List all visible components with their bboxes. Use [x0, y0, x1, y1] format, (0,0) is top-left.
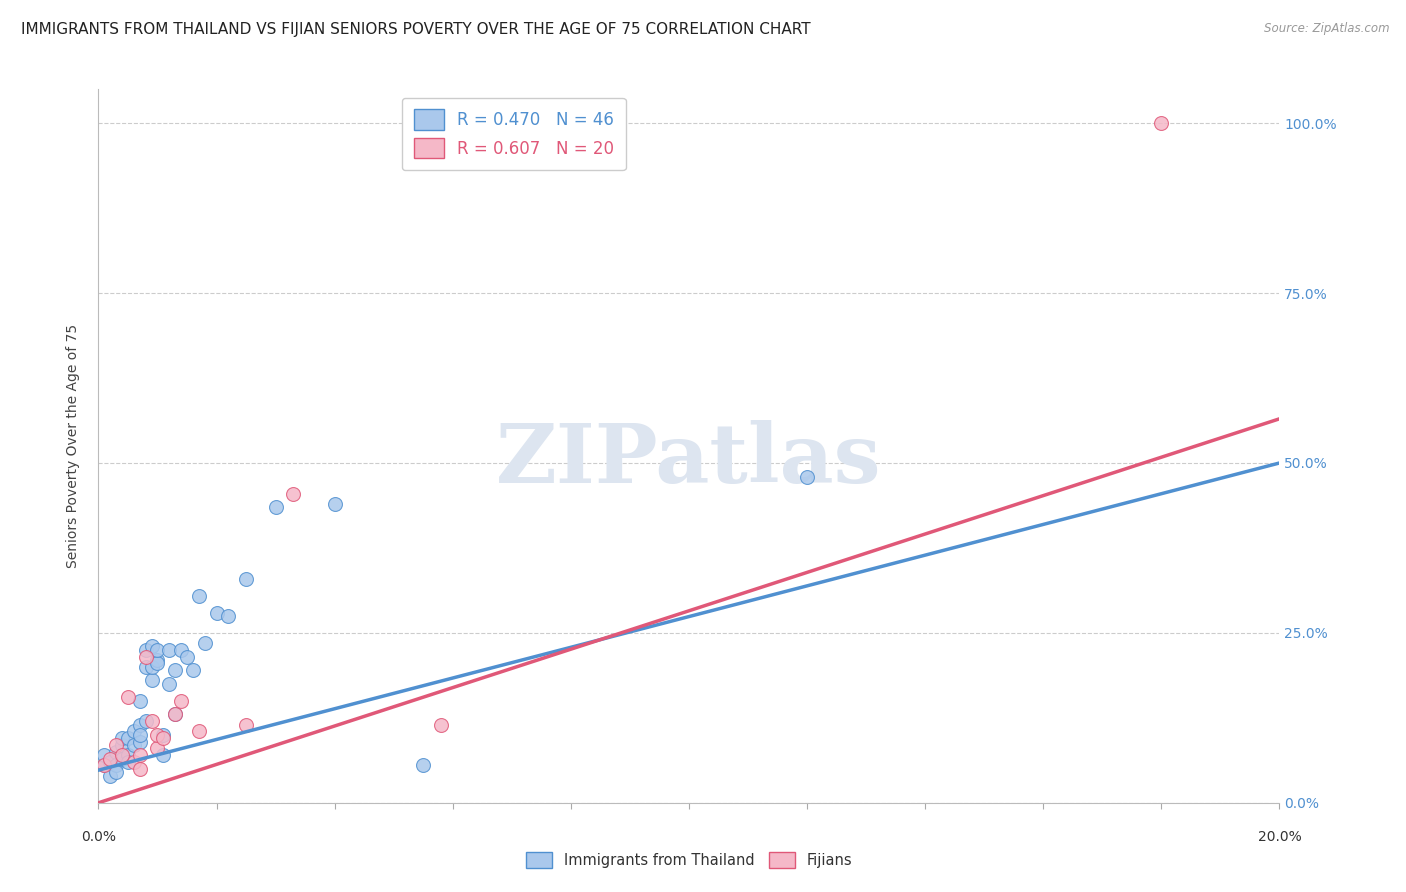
Point — [128, 734, 150, 748]
Point — [93, 758, 115, 772]
Point — [128, 748, 150, 763]
Text: Source: ZipAtlas.com: Source: ZipAtlas.com — [1264, 22, 1389, 36]
Y-axis label: Seniors Poverty Over the Age of 75: Seniors Poverty Over the Age of 75 — [66, 324, 80, 568]
Point — [157, 677, 180, 691]
Point — [128, 762, 150, 776]
Point — [135, 649, 157, 664]
Point — [146, 728, 169, 742]
Point — [146, 657, 169, 671]
Point — [165, 707, 187, 722]
Point — [128, 694, 150, 708]
Point — [235, 572, 257, 586]
Point — [98, 751, 121, 765]
Point — [217, 608, 239, 623]
Point — [152, 748, 174, 763]
Point — [141, 673, 163, 688]
Point — [117, 755, 139, 769]
Point — [187, 724, 209, 739]
Point — [111, 738, 134, 752]
Text: 20.0%: 20.0% — [1257, 830, 1302, 844]
Point — [135, 714, 157, 729]
Point — [152, 731, 174, 746]
Point — [146, 643, 169, 657]
Point — [122, 755, 145, 769]
Point — [111, 731, 134, 746]
Point — [165, 707, 187, 722]
Point — [93, 758, 115, 772]
Point — [105, 765, 128, 780]
Point — [111, 751, 134, 765]
Point — [264, 500, 287, 515]
Text: IMMIGRANTS FROM THAILAND VS FIJIAN SENIORS POVERTY OVER THE AGE OF 75 CORRELATIO: IMMIGRANTS FROM THAILAND VS FIJIAN SENIO… — [21, 22, 811, 37]
Point — [105, 758, 128, 772]
Point — [283, 486, 305, 500]
Point — [141, 640, 163, 654]
Point — [157, 643, 180, 657]
Point — [412, 758, 434, 772]
Point — [141, 660, 163, 674]
Point — [105, 745, 128, 759]
Point — [141, 714, 163, 729]
Point — [98, 755, 121, 769]
Point — [796, 469, 818, 483]
Point — [176, 649, 198, 664]
Point — [117, 690, 139, 705]
Point — [235, 717, 257, 731]
Point — [323, 497, 346, 511]
Point — [135, 643, 157, 657]
Legend: Immigrants from Thailand, Fijians: Immigrants from Thailand, Fijians — [520, 847, 858, 874]
Point — [194, 636, 217, 650]
Point — [165, 663, 187, 677]
Point — [122, 738, 145, 752]
Point — [152, 728, 174, 742]
Point — [181, 663, 204, 677]
Point — [146, 741, 169, 756]
Point — [117, 731, 139, 746]
Point — [170, 643, 193, 657]
Point — [117, 748, 139, 763]
Point — [111, 748, 134, 763]
Point — [146, 653, 169, 667]
Point — [1150, 116, 1173, 130]
Point — [135, 660, 157, 674]
Point — [128, 717, 150, 731]
Text: 0.0%: 0.0% — [82, 830, 115, 844]
Point — [122, 724, 145, 739]
Point — [170, 694, 193, 708]
Point — [430, 717, 453, 731]
Point — [187, 589, 209, 603]
Text: ZIPatlas: ZIPatlas — [496, 420, 882, 500]
Point — [93, 748, 115, 763]
Point — [205, 606, 228, 620]
Point — [128, 728, 150, 742]
Point — [98, 769, 121, 783]
Point — [105, 738, 128, 752]
